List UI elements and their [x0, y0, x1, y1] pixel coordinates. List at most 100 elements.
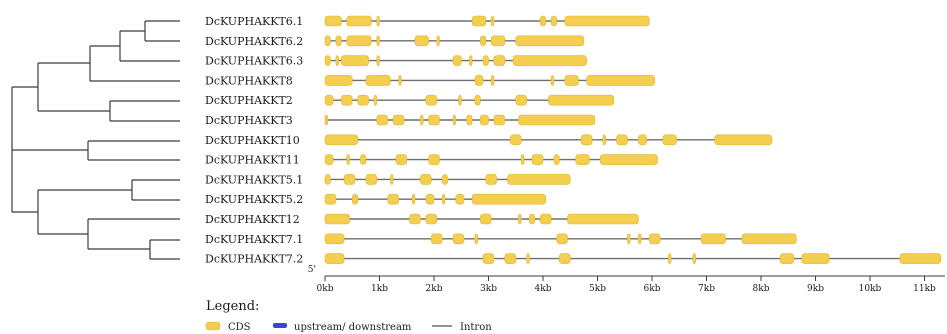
cds-exon [504, 253, 517, 264]
cds-exon [529, 213, 536, 225]
cds-exon [515, 35, 585, 47]
gene-row [324, 35, 585, 47]
cds-exon [441, 193, 446, 205]
cds-exon [668, 253, 672, 264]
cds-exon [324, 94, 334, 106]
axis-tick-label: 2kb [426, 284, 443, 294]
cds-exon [425, 193, 435, 205]
cds-exon [779, 253, 795, 264]
cds-exon [420, 114, 424, 126]
gene-label: DcKUPHAKKT7.2 [205, 253, 303, 266]
cds-exon [411, 193, 416, 205]
gene-row [324, 174, 571, 185]
axis-tick-label: 5kb [589, 284, 606, 294]
cds-exon [324, 193, 337, 205]
cds-exon [392, 114, 405, 126]
cds-exon [430, 233, 443, 245]
cds-exon [390, 174, 394, 185]
cds-exon [741, 233, 797, 245]
cds-exon [586, 75, 656, 86]
cds-exon [564, 75, 579, 86]
cds-exon [469, 55, 473, 66]
tree-branch [87, 140, 180, 161]
tree-branch [11, 86, 88, 151]
cds-exon [550, 15, 557, 27]
cds-exon [360, 154, 367, 165]
cds-exon [490, 15, 495, 27]
cds-exon [471, 193, 547, 205]
cds-exon [351, 193, 358, 205]
cds-exon [474, 75, 484, 86]
gene-row [324, 75, 656, 86]
cds-exon [580, 134, 593, 146]
cds-exon [515, 94, 527, 106]
cds-exon [493, 55, 506, 66]
axis-tick-label: 10kb [859, 284, 882, 294]
legend-utr-swatch [273, 323, 287, 328]
cds-exon [428, 154, 440, 165]
legend: Legend: CDS upstream/ downstream Intron [205, 299, 492, 333]
gene-label: DcKUPHAKKT6.3 [205, 55, 303, 68]
cds-exon [324, 233, 345, 245]
cds-exon [482, 253, 495, 264]
gene-label: DcKUPHAKKT10 [205, 134, 300, 147]
gene-label: DcKUPHAKKT5.1 [205, 173, 303, 186]
cds-exon [452, 55, 462, 66]
cds-exon [509, 134, 522, 146]
legend-intron-label: Intron [460, 322, 492, 333]
cds-exon [648, 233, 661, 245]
cds-exon [343, 174, 356, 185]
gene-label: DcKUPHAKKT11 [205, 154, 300, 167]
cds-exon [452, 233, 465, 245]
cds-exon [714, 134, 773, 146]
gene-row [324, 213, 639, 225]
cds-exon [526, 253, 530, 264]
cds-exon [398, 75, 402, 86]
scale-axis: 5' 0kb 1kb 2kb 3kb 4kb 5kb 6kb 7kb 8kb 9kb 10kb 11k… [308, 265, 945, 294]
tree-branch [37, 189, 132, 235]
cds-exon [357, 94, 369, 106]
cds-exon [616, 134, 628, 146]
axis-tick-label: 3kb [480, 284, 497, 294]
cds-exon [490, 35, 506, 47]
axis-tick-label: 8kb [753, 284, 770, 294]
cds-exon [518, 114, 596, 126]
cds-exon [493, 114, 506, 126]
gene-row [324, 114, 596, 126]
cds-exon [376, 15, 380, 27]
cds-exon [692, 253, 696, 264]
cds-exon [518, 213, 522, 225]
axis-tick-label: 7kb [698, 284, 715, 294]
cds-exon [335, 55, 339, 66]
cds-exon [335, 35, 342, 47]
cds-exon [395, 154, 408, 165]
cds-exon [559, 253, 571, 264]
cds-exon [324, 35, 331, 47]
cds-exon [387, 193, 399, 205]
cds-exon [550, 75, 555, 86]
five-prime-label: 5' [308, 265, 316, 275]
tree-branch [131, 179, 180, 201]
gene-row [324, 154, 658, 165]
gene-row [324, 134, 773, 146]
cds-exon [365, 174, 378, 185]
tree-branch [37, 62, 110, 112]
cds-exon [485, 174, 497, 185]
cds-exon [414, 35, 429, 47]
cds-exon [482, 55, 489, 66]
cds-exon [425, 213, 438, 225]
tree-branch [11, 150, 38, 213]
cds-exon [376, 35, 380, 47]
legend-cds-label: CDS [228, 322, 251, 333]
axis-tick-label: 9kb [807, 284, 824, 294]
cds-exon [324, 114, 329, 126]
cds-exon [539, 213, 552, 225]
cds-exon [441, 174, 448, 185]
tree-branch [119, 30, 180, 62]
cds-exon [548, 94, 615, 106]
cds-exon [627, 233, 631, 245]
axis-tick-label: 1kb [371, 284, 388, 294]
gene-row [324, 55, 587, 66]
gene-label: DcKUPHAKKT2 [205, 94, 293, 107]
